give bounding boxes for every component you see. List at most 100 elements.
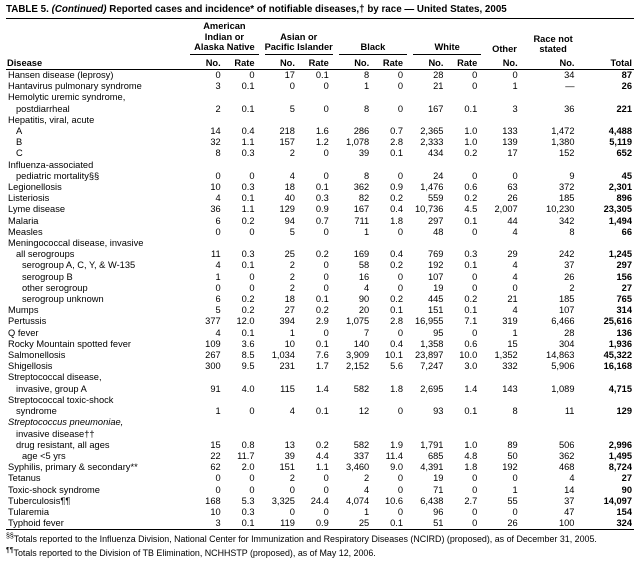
value-cell: 37	[564, 495, 575, 506]
value-cell: 1.0	[464, 126, 478, 137]
value-cell: 1.1	[241, 204, 255, 215]
value-cell: 0	[215, 473, 221, 484]
total-cell: 1,494	[608, 215, 632, 226]
group-header-row: Disease American Indian or Alaska Native…	[6, 19, 634, 70]
value-cell: 0	[215, 170, 221, 181]
value-cell: 0	[215, 282, 221, 293]
value-cell: 2,365	[420, 126, 444, 137]
value-cell: 4	[569, 473, 575, 484]
value-cell: 0	[472, 271, 478, 282]
value-cell: 4	[289, 170, 295, 181]
value-cell: 10.0	[459, 350, 478, 361]
value-cell: 0.1	[390, 305, 404, 316]
value-cell: 362	[353, 182, 370, 193]
value-cell: 6	[215, 215, 221, 226]
value-cell: 82	[358, 193, 370, 204]
value-cell: 139	[502, 137, 518, 148]
total-cell: 66	[621, 226, 632, 237]
footnote-text: Totals reported to the Influenza Divisio…	[13, 534, 597, 545]
value-cell: 300	[205, 361, 221, 372]
disease-label: serogroup unknown	[22, 294, 104, 305]
value-cell: 4.8	[464, 450, 478, 461]
table-row: Rocky Mountain spotted fever 109 3.6 10 0.1 1…	[6, 339, 634, 350]
value-cell: 332	[502, 361, 518, 372]
value-cell: 0.1	[315, 182, 329, 193]
value-cell: 8.5	[241, 350, 255, 361]
disease-label: drug resistant, all ages	[16, 439, 110, 450]
value-cell: 4.0	[241, 383, 255, 394]
total-cell: 4,488	[608, 126, 632, 137]
empty-cells	[187, 160, 634, 171]
value-cell: 0	[323, 260, 329, 271]
value-cell: 95	[433, 327, 444, 338]
value-cell: 362	[558, 450, 575, 461]
disease-label: Streptococcal toxic-shock	[8, 394, 114, 405]
value-cell: 2	[289, 282, 295, 293]
value-cell: 8	[364, 103, 370, 114]
disease-label: Streptococcal disease,	[8, 372, 102, 383]
value-cell: 7,247	[420, 361, 444, 372]
value-cell: 143	[502, 383, 518, 394]
value-cell: 9	[569, 170, 575, 181]
value-cell: 5,906	[551, 361, 575, 372]
table-header: Disease American Indian or Alaska Native…	[6, 19, 634, 70]
table-row: Mumps 5 0.2 27 0.2 20 0.1 151 0.1 4 107 314	[6, 305, 634, 316]
aian-rate-header: Rate	[227, 55, 262, 70]
value-cell: 0	[323, 506, 329, 517]
value-cell: 0.1	[241, 81, 255, 92]
value-cell: 1,358	[420, 338, 444, 349]
table-row: Toxic-shock syndrome 0 0 0 0 4 0 71 0 1 14 90	[6, 485, 634, 496]
table-row: serogroup unknown 6 0.2 18 0.1 90 0.2 445 0.2 21 1…	[6, 294, 634, 305]
total-column-header: Total	[581, 19, 634, 70]
value-cell: 119	[280, 518, 295, 529]
value-cell: 4	[289, 406, 295, 417]
group-header-white: White	[410, 19, 484, 56]
total-cell: 87	[621, 70, 632, 80]
value-cell: 0.4	[390, 338, 404, 349]
total-cell: 16,168	[603, 361, 632, 372]
value-cell: 1	[289, 327, 295, 338]
value-cell: 96	[433, 506, 444, 517]
table-row: Lyme disease 36 1.1 129 0.9 167 0.4 10,736 4.5 2,…	[6, 204, 634, 215]
value-cell: 11.4	[385, 450, 404, 461]
value-cell: 48	[433, 226, 444, 237]
value-cell: 5	[289, 103, 295, 114]
total-cell: 156	[616, 271, 632, 282]
table-row: Q fever 4 0.1 1 0 7 0 95 0 1 28 136	[6, 328, 634, 339]
document-page: TABLE 5. (Continued) Reported cases and …	[6, 4, 634, 558]
value-cell: 16,955	[415, 316, 444, 327]
value-cell: 1,791	[420, 439, 444, 450]
value-cell: 0	[249, 70, 255, 80]
value-cell: 394	[279, 316, 295, 327]
group-header-other: Other	[492, 44, 517, 54]
total-cell: 221	[616, 103, 632, 114]
disease-label: Typhoid fever	[8, 518, 64, 529]
value-cell: 0	[323, 226, 329, 237]
table-row: Tularemia 10 0.3 0 0 1 0 96 0 0 47 154	[6, 507, 634, 518]
value-cell: 1	[512, 484, 518, 495]
value-cell: 1.6	[315, 126, 329, 137]
value-cell: 5.3	[241, 495, 255, 506]
value-cell: 1.0	[464, 137, 478, 148]
value-cell: 2,007	[494, 204, 518, 215]
group-header-race-not-stated: Race not stated	[533, 33, 573, 55]
value-cell: 3.6	[241, 338, 255, 349]
value-cell: 0	[472, 473, 478, 484]
value-cell: 0.2	[241, 305, 255, 316]
disease-label: C	[16, 148, 23, 159]
value-cell: 5	[215, 305, 221, 316]
value-cell: 0.1	[241, 260, 255, 271]
value-cell: 50	[507, 450, 518, 461]
disease-label: Toxic-shock syndrome	[8, 484, 100, 495]
total-cell: 154	[616, 506, 632, 517]
value-cell: 21	[433, 81, 444, 92]
value-cell: 192	[427, 260, 444, 271]
value-cell: 1.1	[241, 137, 255, 148]
empty-cells	[187, 115, 634, 126]
table-row: Hansen disease (leprosy) 0 0 17 0.1 8 0 28 0 0 34 8…	[6, 70, 634, 82]
value-cell: 22	[210, 450, 221, 461]
disease-label: Shigellosis	[8, 361, 53, 372]
value-cell: 0	[397, 327, 404, 338]
total-cell: 23,305	[603, 204, 632, 215]
value-cell: 0	[512, 282, 518, 293]
